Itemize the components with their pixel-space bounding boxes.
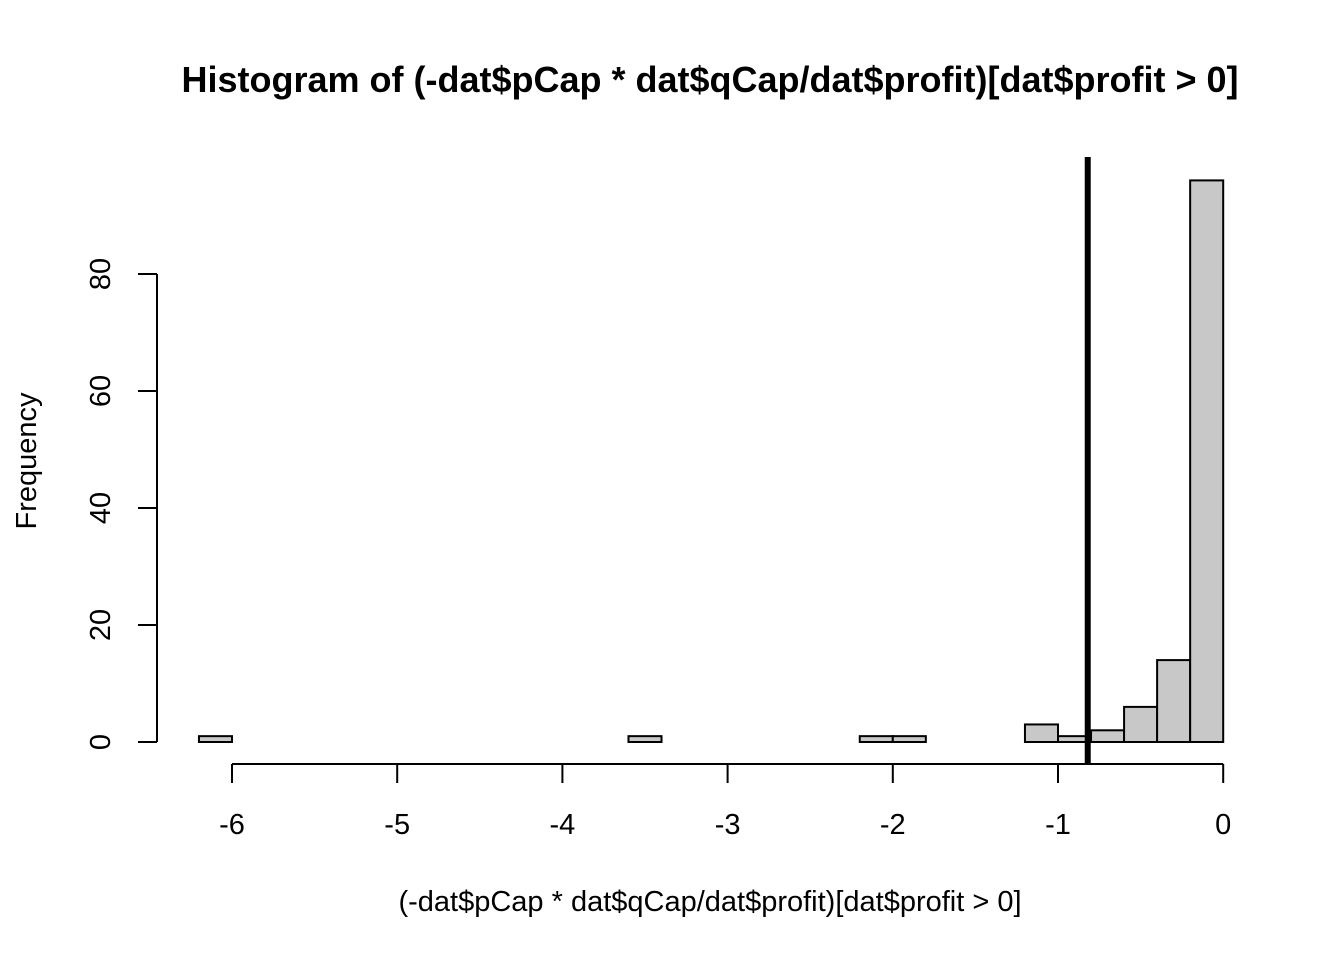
histogram-bar xyxy=(1189,179,1225,743)
x-tick-label: -3 xyxy=(715,809,741,841)
y-tick-label: 20 xyxy=(85,609,117,641)
y-tick-label: 80 xyxy=(85,258,117,290)
y-tick-label: 40 xyxy=(85,492,117,524)
x-axis-label: (-dat$pCap * dat$qCap/dat$profit)[dat$pr… xyxy=(398,886,1021,918)
x-tick-label: -6 xyxy=(219,809,245,841)
y-axis-label: Frequency xyxy=(11,392,43,530)
histogram-bar xyxy=(197,735,234,744)
histogram-bar xyxy=(1023,723,1059,744)
y-tick-label: 0 xyxy=(85,734,117,750)
x-tick-label: -1 xyxy=(1045,809,1071,841)
y-tick-label: 60 xyxy=(85,375,117,407)
x-axis: -6 -5 -4 -3 -2 -1 0 xyxy=(219,763,1231,841)
chart-title: Histogram of (-dat$pCap * dat$qCap/dat$p… xyxy=(181,59,1238,100)
histogram-bar xyxy=(891,735,927,744)
y-axis: 0 20 40 60 80 xyxy=(85,258,158,750)
histogram-bar xyxy=(1156,659,1192,743)
x-tick-label: -2 xyxy=(880,809,906,841)
histogram-bar xyxy=(1090,729,1126,743)
x-tick-label: -5 xyxy=(384,809,410,841)
histogram-bar xyxy=(858,735,894,744)
histogram-bar xyxy=(1123,705,1159,744)
histogram-bar xyxy=(627,735,663,744)
x-tick-label: 0 xyxy=(1215,809,1231,841)
x-tick-label: -4 xyxy=(550,809,576,841)
histogram-bars xyxy=(197,179,1225,744)
